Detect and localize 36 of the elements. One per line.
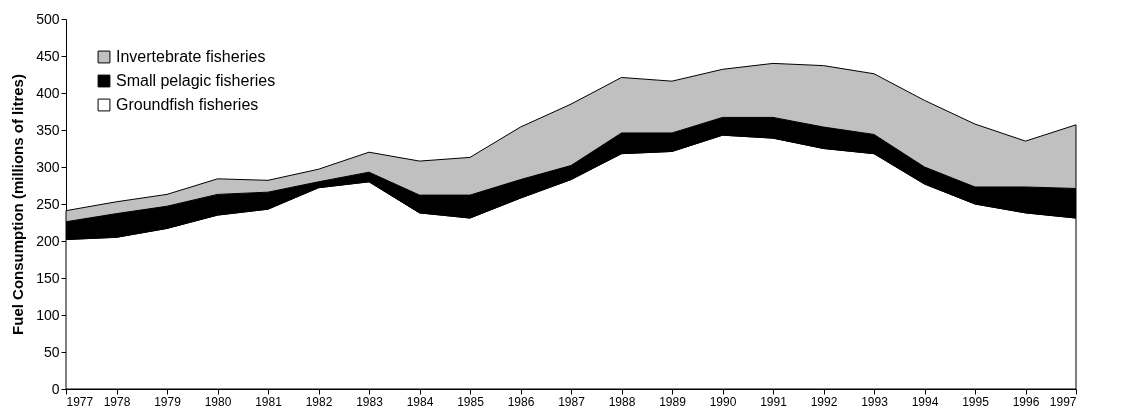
x-tick-label: 1992: [810, 394, 838, 409]
x-tick-label: 1983: [356, 394, 384, 409]
y-tick-label: 500: [36, 10, 60, 27]
x-tick-label: 1984: [406, 394, 434, 409]
x-tick-label: 1977: [66, 394, 94, 409]
x-tick-label: 1980: [204, 394, 232, 409]
x-tick-label: 1988: [608, 394, 636, 409]
y-tick-label: 50: [43, 343, 60, 360]
legend-label: Small pelagic fisheries: [116, 72, 276, 89]
x-tick-label: 1997: [1049, 394, 1077, 409]
y-axis-title: Fuel Consumption (millions of litres): [9, 74, 27, 335]
x-tick-label: 1996: [1012, 394, 1040, 409]
x-tick-label: 1985: [457, 394, 485, 409]
y-tick-label: 250: [36, 195, 60, 212]
x-tick-label: 1989: [659, 394, 687, 409]
x-tick-label: 1978: [103, 394, 131, 409]
x-tick-label: 1979: [154, 394, 182, 409]
x-tick-label: 1993: [861, 394, 889, 409]
legend-label: Invertebrate fisheries: [116, 48, 266, 65]
y-tick-label: 400: [36, 84, 60, 101]
y-tick-label: 300: [36, 158, 60, 175]
y-tick-label: 100: [36, 306, 60, 323]
x-tick-label: 1995: [962, 394, 990, 409]
y-tick-label: 150: [36, 269, 60, 286]
y-tick-label: 0: [51, 380, 60, 397]
x-tick-label: 1986: [507, 394, 535, 409]
x-tick-label: 1991: [760, 394, 788, 409]
x-tick-label: 1994: [911, 394, 939, 409]
y-tick-label: 200: [36, 232, 60, 249]
legend-label: Groundfish fisheries: [116, 96, 259, 113]
x-tick-label: 1987: [558, 394, 586, 409]
x-tick-label: 1990: [709, 394, 737, 409]
x-tick-label: 1982: [305, 394, 333, 409]
x-tick-label: 1981: [255, 394, 283, 409]
y-tick-label: 350: [36, 121, 60, 138]
y-tick-label: 450: [36, 47, 60, 64]
